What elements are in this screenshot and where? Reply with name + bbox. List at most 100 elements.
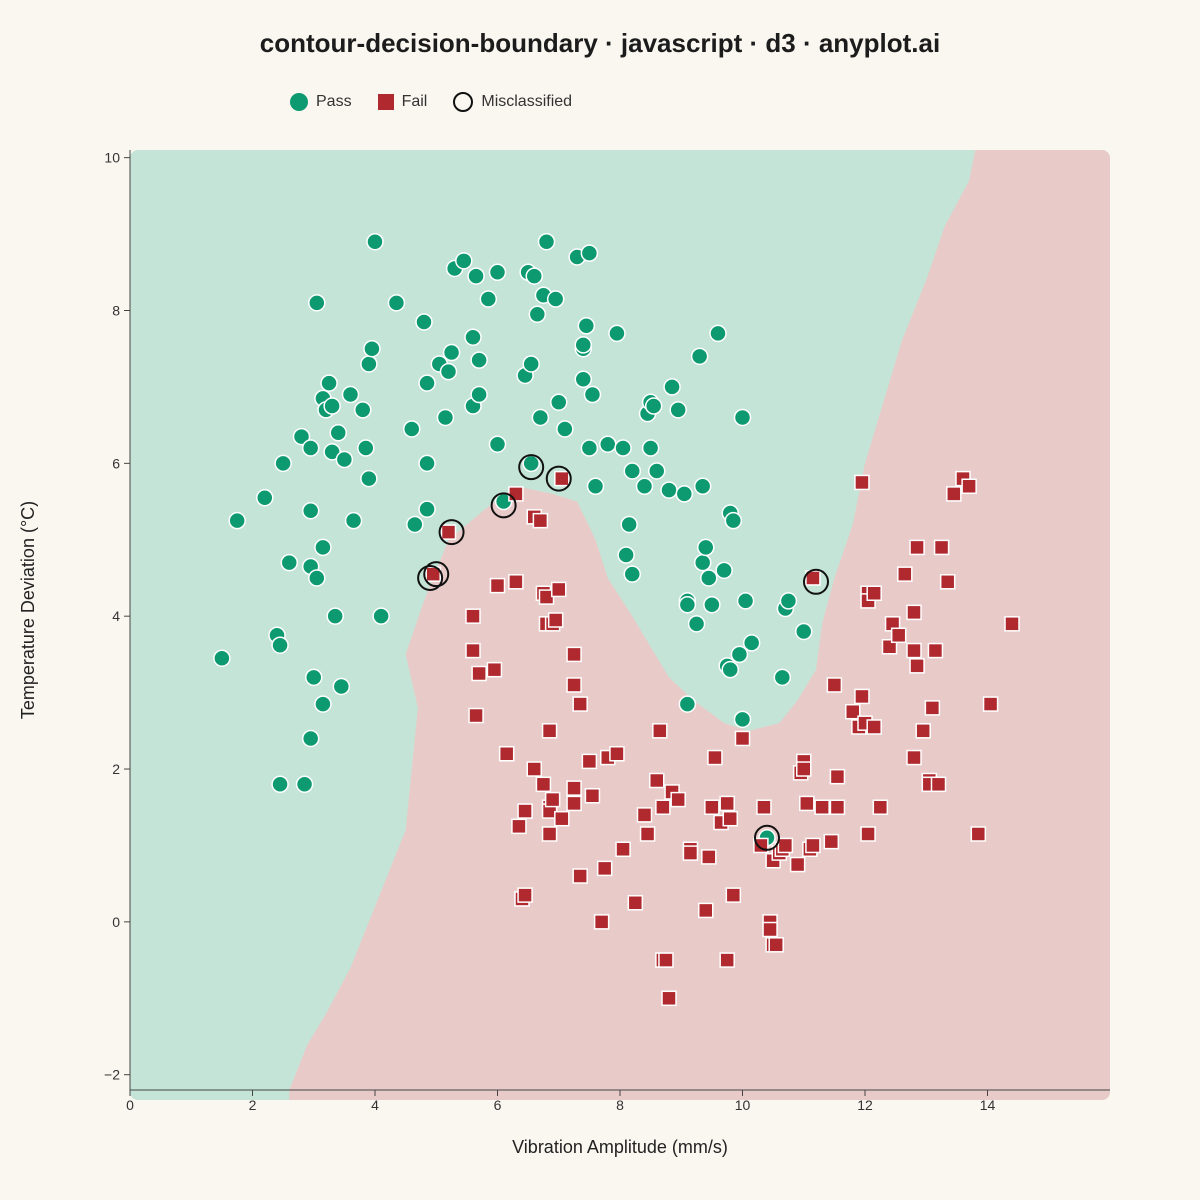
fail-point [719,795,735,812]
fail-point [511,818,527,835]
pass-point [387,294,406,312]
fail-point [805,837,821,854]
fail-point [658,952,674,968]
fail-point [649,772,665,789]
pass-point [614,439,632,457]
pass-point [436,408,455,427]
pass-point [580,439,599,457]
fail-point [789,856,806,873]
pass-point [525,267,543,285]
y-tick-label: 10 [104,150,120,166]
y-tick-label: 8 [112,302,120,318]
pass-point [678,695,697,713]
fail-point [829,768,846,785]
fail-point [465,642,481,659]
pass-point [697,538,715,557]
pass-point [366,232,384,251]
fail-point [508,574,524,590]
fail-point [701,849,717,865]
misclassified-ring [754,824,780,851]
pass-point [724,511,743,530]
fail-point [829,799,846,815]
pass-point [556,420,574,438]
fail-point [547,612,564,628]
y-tick-label: 6 [112,455,120,471]
pass-point [577,317,596,335]
pass-point [479,290,498,308]
pass-point [663,378,681,396]
pass-point [550,393,568,411]
fail-point [535,776,552,793]
fail-point [826,677,843,693]
fail-point [639,826,656,842]
pass-point [522,355,540,373]
pass-point [326,607,344,625]
pass-point [354,401,372,419]
fail-point [909,539,925,556]
fail-point [854,474,870,491]
chart-title: contour-decision-boundary · javascript ·… [259,28,941,58]
fail-point [682,845,699,861]
pass-point [271,636,289,654]
x-tick-label: 4 [371,1097,379,1113]
pass-point [733,710,752,729]
pass-point [715,561,733,580]
fail-point [566,646,582,663]
fail-point [866,585,882,602]
pass-point [528,305,547,324]
pass-point [617,546,635,564]
pass-point [620,515,638,534]
fail-point [734,730,751,747]
fail-point [551,581,567,598]
fail-point [572,868,588,884]
pass-point [406,515,424,534]
pass-point [574,336,592,354]
fail-point [961,478,977,495]
fail-point [609,745,625,762]
fail-point [927,642,944,659]
pass-point [329,424,347,442]
fail-point [566,677,582,693]
pass-point [372,607,390,625]
x-axis-title: Vibration Amplitude (mm/s) [512,1137,728,1157]
pass-point [736,592,755,610]
fail-point [823,833,840,850]
pass-point [669,401,687,419]
pass-point [320,374,338,392]
pass-point [274,454,292,473]
pass-point [488,435,507,453]
fail-point [939,574,956,590]
fail-point [854,688,870,705]
fail-point [982,696,999,712]
pass-point [522,454,540,473]
legend: Pass Fail Misclassified [290,90,572,114]
legend-item-misclassified: Misclassified [453,92,572,112]
legend-item-fail: Fail [377,93,427,111]
pass-point [693,553,712,572]
fail-point [627,895,644,911]
x-tick-label: 2 [249,1097,257,1113]
pass-point [580,244,599,262]
misclassified-ring [545,465,572,492]
pass-point [795,622,813,641]
fail-marker-icon [377,94,394,110]
fail-point [872,799,889,815]
misclassified-ring [417,564,444,591]
y-axis-title: Temperature Deviation (°C) [18,501,38,719]
misclassified-ring [518,454,545,481]
pass-point [301,439,320,457]
misclassified-ring [803,568,829,595]
pass-point [213,649,231,667]
pass-point [403,420,421,438]
fail-point [897,566,913,582]
fail-point [596,860,613,877]
pass-point [308,569,326,587]
pass-point [742,634,761,652]
pass-point [709,324,727,343]
misclassified-ring [438,519,465,546]
pass-point [301,729,320,748]
fail-point [924,700,941,716]
fail-point [670,791,686,808]
fail-point [933,539,950,556]
